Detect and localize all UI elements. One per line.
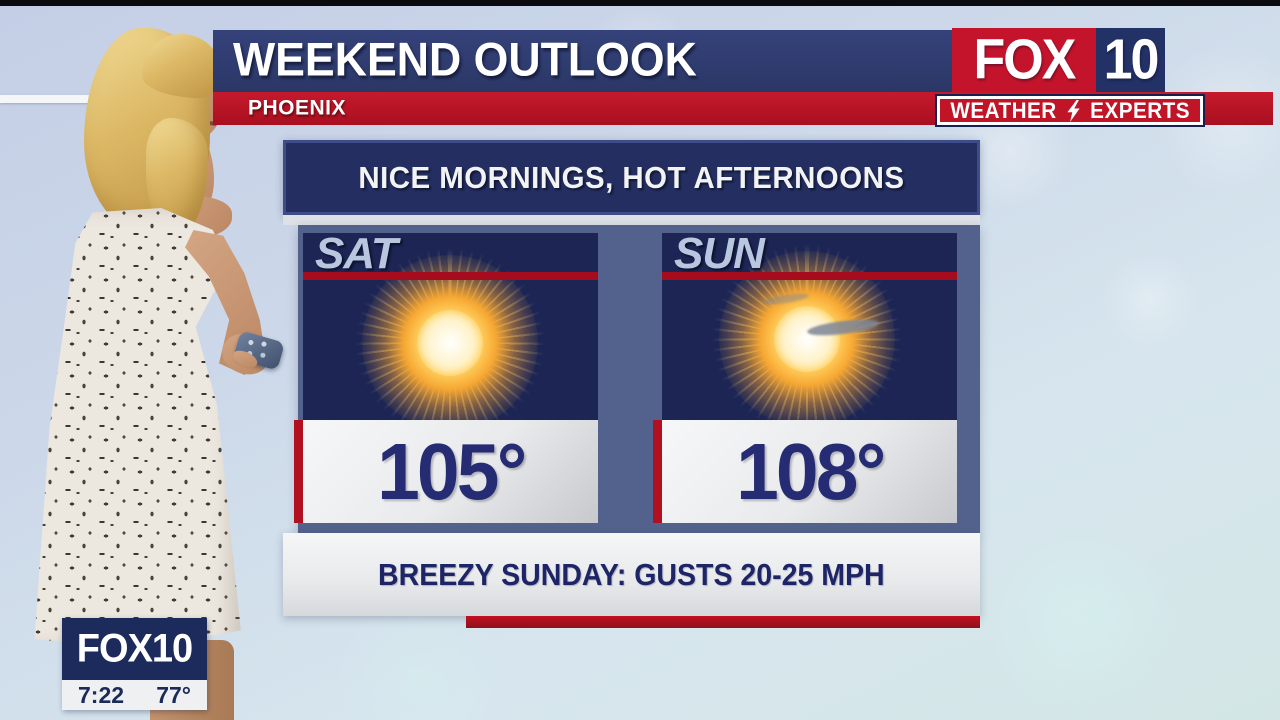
fox-logo: FOX <box>952 28 1096 92</box>
saturday-high-box: 105° <box>303 420 598 523</box>
sun-icon <box>348 241 552 445</box>
bottom-red-accent <box>466 616 980 628</box>
station-bug-info: 7:22 77° <box>62 680 207 710</box>
page-title: WEEKEND OUTLOOK <box>233 32 697 86</box>
forecast-card-sunday: SUN 108° <box>653 229 957 523</box>
lightning-bolt-icon <box>1067 99 1080 122</box>
presenter-hair-top <box>142 34 220 98</box>
experts-label: EXPERTS <box>1090 97 1190 123</box>
sun-core <box>416 309 484 377</box>
current-time: 7:22 <box>78 681 125 708</box>
saturday-red-rule <box>303 272 598 280</box>
forecast-note-banner: BREEZY SUNDAY: GUSTS 20-25 MPH <box>283 533 980 616</box>
channel-10-logo: 10 <box>1096 28 1165 92</box>
forecast-headline-bar: NICE MORNINGS, HOT AFTERNOONS <box>283 140 980 215</box>
sunday-high-box: 108° <box>662 420 957 523</box>
day-label-sunday: SUN <box>674 229 765 278</box>
mostly-sunny-icon <box>705 237 909 441</box>
forecast-panel: SAT 105° SUN <box>294 225 980 533</box>
forecast-card-saturday: SAT 105° <box>294 229 598 523</box>
sunday-sky: SUN <box>662 229 957 441</box>
station-bug: FOX10 7:22 77° <box>62 618 207 710</box>
sun-core <box>773 305 841 373</box>
sunday-red-rule <box>662 272 957 280</box>
channel-10-text: 10 <box>1103 28 1160 92</box>
sunday-temp-accent <box>653 420 662 523</box>
current-temperature: 77° <box>156 681 191 708</box>
saturday-high-temp: 105° <box>376 426 527 516</box>
saturday-sky: SAT <box>303 229 598 445</box>
fox-logo-text: FOX <box>973 28 1077 92</box>
station-bug-text: FOX10 <box>76 626 193 671</box>
panel-divider <box>283 215 980 225</box>
sunday-high-temp: 108° <box>735 426 886 516</box>
studio-wall-line <box>0 95 97 103</box>
station-bug-logo: FOX10 <box>62 618 207 680</box>
day-label-saturday: SAT <box>315 229 398 278</box>
location-label: PHOENIX <box>248 96 347 120</box>
weather-presenter <box>0 0 320 720</box>
letterbox-bar <box>0 0 1280 6</box>
weather-label: WEATHER <box>950 97 1057 123</box>
saturday-temp-accent <box>294 420 303 523</box>
weather-experts-badge: WEATHER EXPERTS <box>935 94 1205 127</box>
forecast-headline: NICE MORNINGS, HOT AFTERNOONS <box>358 159 905 195</box>
forecast-note: BREEZY SUNDAY: GUSTS 20-25 MPH <box>378 556 885 592</box>
